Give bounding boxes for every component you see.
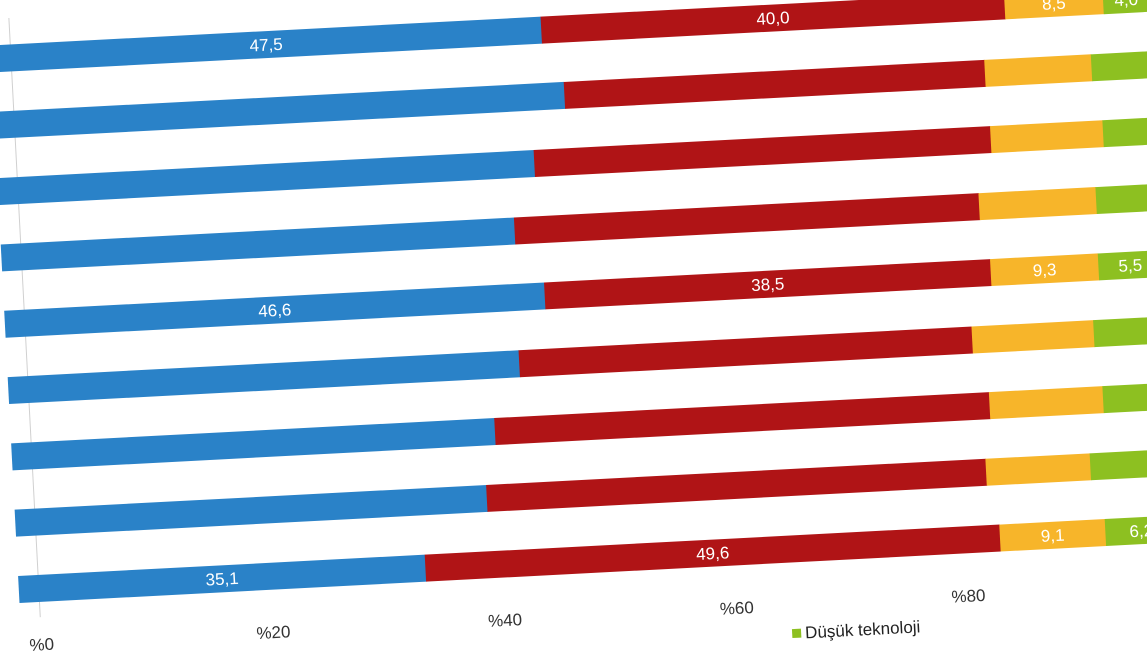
legend-swatch xyxy=(791,628,802,639)
legend-label: Düşük teknoloji xyxy=(805,617,921,642)
bar-segment-row8-series3 xyxy=(985,453,1092,486)
bar-segment-row4-series3 xyxy=(978,187,1098,221)
bar-segment-row6-series4 xyxy=(1093,316,1147,348)
bar-segment-row2-series4 xyxy=(1090,51,1147,82)
data-label: 5,5 xyxy=(1118,256,1143,276)
bar-segment-row4-series2 xyxy=(513,193,981,245)
bar-segment-row3-series3 xyxy=(990,120,1105,154)
data-label: 9,3 xyxy=(1032,260,1057,280)
data-label: 38,5 xyxy=(751,274,785,295)
bar-segment-row4-series4 xyxy=(1095,183,1147,215)
data-label: 35,1 xyxy=(205,569,239,590)
bar-segment-row7-series2 xyxy=(494,392,991,446)
data-label: 49,6 xyxy=(696,543,730,564)
bar-segment-row7-series3 xyxy=(988,386,1105,420)
bar-segment-row3-series1 xyxy=(0,150,536,206)
bar-segment-row7-series1 xyxy=(11,418,497,471)
bar-segment-row5-series3 xyxy=(990,253,1100,287)
bar-segment-row5-series2 xyxy=(544,259,992,310)
bar-segment-row9-series3 xyxy=(999,519,1107,552)
x-tick-label: %0 xyxy=(29,635,55,652)
data-label: 8,5 xyxy=(1042,0,1067,14)
bar-segment-row9-series4 xyxy=(1104,515,1147,547)
bar-segment-row6-series3 xyxy=(971,320,1096,354)
bar-segment-row8-series2 xyxy=(486,458,988,512)
bar-segment-row5-series1 xyxy=(4,282,546,338)
data-label: 6,2 xyxy=(1129,521,1147,541)
bar-segment-row2-series3 xyxy=(984,54,1093,87)
bar-segment-row7-series4 xyxy=(1102,382,1147,414)
bar-segment-row3-series4 xyxy=(1102,117,1147,148)
data-label: 4,0 xyxy=(1114,0,1139,10)
bars: 47,5 40,0 8,5 4,0 46,6 38,5 9,3 5,5 35,1 49,6 9,1 6… xyxy=(0,0,1147,603)
bar-segment-row8-series4 xyxy=(1089,448,1147,481)
bar-segment-row2-series1 xyxy=(0,81,566,139)
legend: Düşük teknoloji xyxy=(791,617,921,642)
bar-segment-row4-series1 xyxy=(0,217,516,272)
x-axis-ticks: %0 %20 %40 %60 %80 xyxy=(29,586,986,652)
bar-segment-row1-series1 xyxy=(0,16,543,73)
data-label: 9,1 xyxy=(1040,526,1065,546)
bar-segment-row2-series2 xyxy=(563,59,987,109)
bar-segment-row9-series1 xyxy=(18,554,427,603)
bar-segment-row9-series2 xyxy=(424,524,1002,582)
x-tick-label: %20 xyxy=(256,622,291,643)
bar-segment-row6-series1 xyxy=(7,350,521,405)
bar-segment-row1-series4 xyxy=(1102,0,1147,15)
data-label: 40,0 xyxy=(756,8,790,29)
x-tick-label: %80 xyxy=(951,586,986,607)
x-tick-label: %60 xyxy=(719,598,754,619)
data-label: 46,6 xyxy=(258,300,292,321)
data-label: 47,5 xyxy=(249,35,283,56)
x-tick-label: %40 xyxy=(488,610,523,631)
bar-segment-row6-series2 xyxy=(518,326,974,378)
bar-segment-row8-series1 xyxy=(14,484,489,537)
bar-segment-row1-series2 xyxy=(540,0,1006,44)
bar-segment-row3-series2 xyxy=(533,126,992,177)
bar-segment-row1-series3 xyxy=(1003,0,1105,20)
